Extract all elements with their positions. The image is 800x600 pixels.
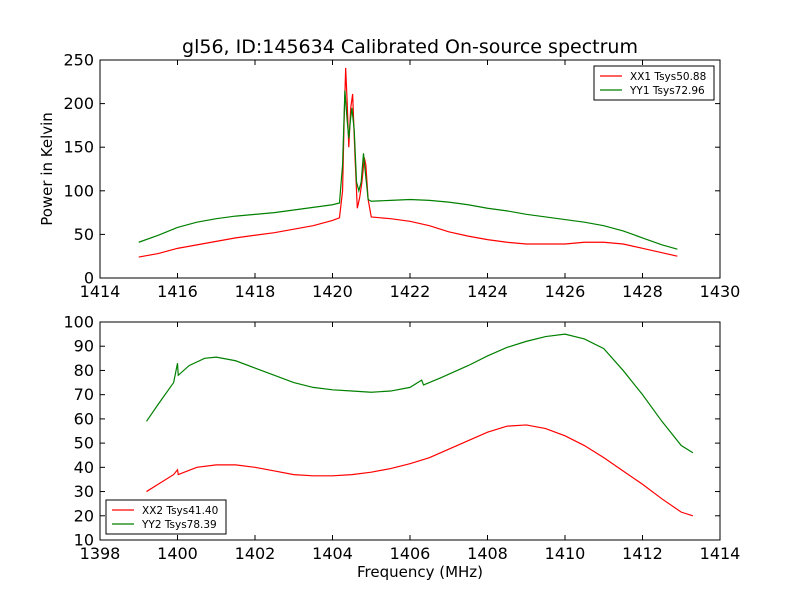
x-tick-label: 1406 — [390, 544, 431, 563]
legend-entry-2: YY1 Tsys72.96 — [629, 85, 705, 97]
x-axis-label: Frequency (MHz) — [357, 563, 483, 581]
y-tick-label: 60 — [74, 409, 94, 428]
top-plot: 1414 1416 1418 1420 1422 1424 1426 1428 1430 0 50 1… — [38, 51, 740, 302]
legend-box — [593, 65, 715, 101]
y-tick-label: 100 — [63, 181, 94, 200]
x-tick-label: 1408 — [467, 544, 508, 563]
x-tick-label: 1416 — [157, 282, 198, 301]
y-tick-label: 200 — [63, 94, 94, 113]
y-tick-label: 0 — [84, 269, 94, 288]
y-tick-label: 50 — [74, 225, 94, 244]
x-tick-label: 1428 — [622, 282, 663, 301]
series-line-2 — [146, 333, 694, 454]
figure-title: gl56, ID:145634 Calibrated On-source spe… — [182, 36, 638, 58]
x-tick-label: 1414 — [80, 282, 121, 301]
legend-entry-1: XX1 Tsys50.88 — [630, 71, 706, 83]
x-tick-label: 1420 — [312, 282, 353, 301]
x-tick-label: 1424 — [467, 282, 508, 301]
y-tick-label: 80 — [74, 361, 94, 380]
x-tick-label: 1400 — [157, 544, 198, 563]
y-tick-label: 100 — [63, 313, 94, 332]
x-tick-label: 1422 — [390, 282, 431, 301]
legend: XX2 Tsys41.40 YY2 Tsys78.39 — [105, 499, 227, 535]
x-tick-label: 1426 — [545, 282, 586, 301]
legend: XX1 Tsys50.88 YY1 Tsys72.96 — [593, 65, 715, 101]
y-tick-label: 10 — [74, 531, 94, 550]
y-tick-label: 30 — [74, 482, 94, 501]
x-tick-label: 1410 — [545, 544, 586, 563]
y-tick-label: 40 — [74, 458, 94, 477]
x-tick-label: 1398 — [80, 544, 121, 563]
x-tick-label: 1402 — [235, 544, 276, 563]
y-tick-label: 150 — [63, 138, 94, 157]
legend-box — [105, 499, 227, 535]
x-tick-label: 1430 — [700, 282, 741, 301]
x-tick-label: 1414 — [700, 544, 741, 563]
series-line-1 — [138, 67, 678, 258]
y-tick-label: 70 — [74, 385, 94, 404]
y-tick-label: 50 — [74, 434, 94, 453]
y-axis-label: Power in Kelvin — [38, 112, 56, 226]
x-tick-label: 1404 — [312, 544, 353, 563]
legend-entry-2: YY2 Tsys78.39 — [141, 519, 217, 531]
series-line-1 — [146, 424, 694, 517]
y-tick-label: 250 — [63, 51, 94, 70]
y-tick-label: 90 — [74, 337, 94, 356]
legend-entry-1: XX2 Tsys41.40 — [142, 505, 218, 517]
bottom-plot: 1398 1400 1402 1404 1406 1408 1410 1412 1414 10 20… — [63, 313, 740, 582]
x-tick-label: 1418 — [235, 282, 276, 301]
y-tick-label: 20 — [74, 506, 94, 525]
x-tick-label: 1412 — [622, 544, 663, 563]
series-line-2 — [138, 90, 678, 250]
